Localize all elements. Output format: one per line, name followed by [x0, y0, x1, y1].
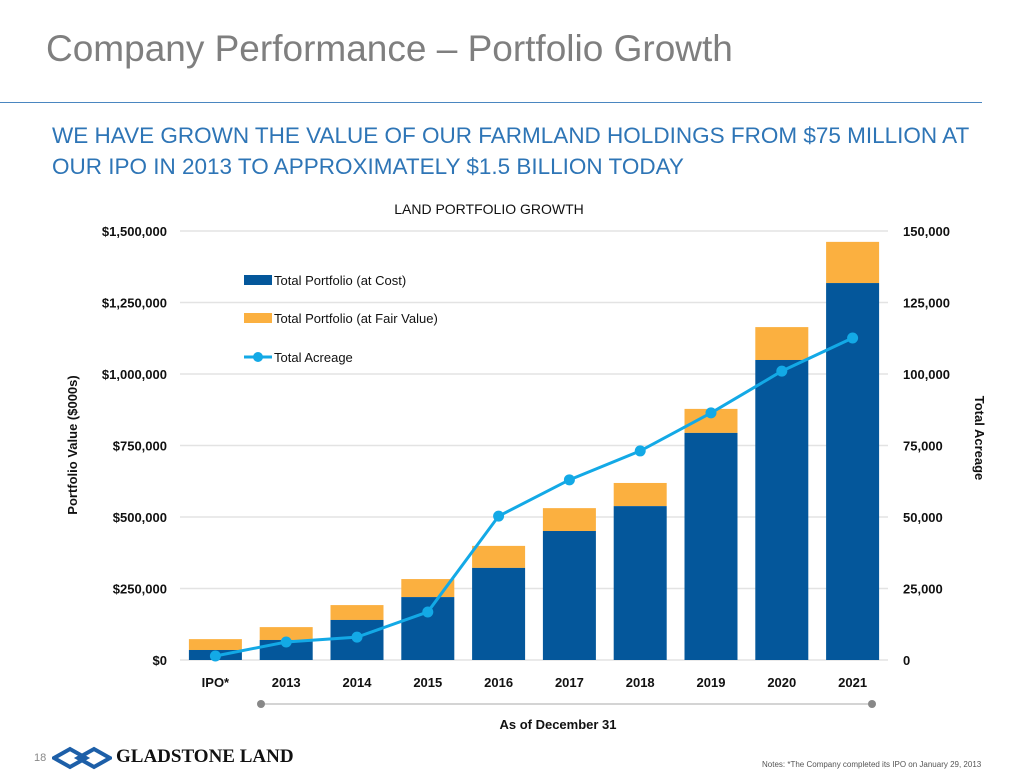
bar-fair-value: [613, 482, 667, 507]
bar-fair-value: [542, 508, 596, 532]
acreage-point: [280, 636, 292, 648]
y-tick-label: $0: [153, 653, 167, 668]
x-tick-label: 2017: [555, 675, 584, 690]
x-tick-label: 2021: [838, 675, 867, 690]
acreage-point: [209, 650, 221, 662]
y-tick-label: $250,000: [113, 582, 167, 597]
acreage-line: [215, 336, 854, 658]
y-tick-label: $1,250,000: [102, 296, 167, 311]
acreage-point: [493, 510, 505, 522]
bar-cost: [755, 359, 809, 660]
bar-fair-value: [330, 605, 384, 620]
acreage-point: [422, 606, 434, 618]
x-tick-label: 2020: [767, 675, 796, 690]
acreage-point: [847, 332, 859, 344]
y2-tick-label: 0: [903, 653, 910, 668]
bar-fair-value: [188, 639, 242, 650]
y-tick-label: $500,000: [113, 510, 167, 525]
y-axis-label: Portfolio Value ($000s): [65, 375, 80, 514]
y-tick-label: $1,000,000: [102, 367, 167, 382]
y2-tick-label: 50,000: [903, 510, 943, 525]
headline: WE HAVE GROWN THE VALUE OF OUR FARMLAND …: [52, 123, 969, 179]
bar-cost: [472, 567, 526, 660]
x-tick-label: IPO*: [202, 675, 230, 690]
bar-cost: [613, 506, 667, 660]
x-axis-label: As of December 31: [499, 717, 616, 732]
y2-tick-label: 25,000: [903, 582, 943, 597]
bar-cost: [684, 432, 738, 660]
bar-fair-value: [826, 241, 880, 284]
bar-fair-value: [755, 327, 809, 360]
x-tick-label: 2015: [413, 675, 442, 690]
legend-label-cost: Total Portfolio (at Cost): [274, 273, 406, 288]
legend-label-acreage: Total Acreage: [274, 350, 353, 365]
acreage-point: [351, 631, 363, 643]
logo-text: GLADSTONE LAND: [116, 746, 294, 767]
x-tick-label: 2016: [484, 675, 513, 690]
y2-axis-label: Total Acreage: [972, 396, 987, 481]
x-tick-label: 2019: [697, 675, 726, 690]
x-tick-label: 2013: [272, 675, 301, 690]
y-tick-label: $1,500,000: [102, 224, 167, 239]
bar-fair-value: [472, 545, 526, 568]
y2-tick-label: 150,000: [903, 224, 950, 239]
x-tick-label: 2014: [343, 675, 373, 690]
gladstone-logo-icon: [52, 746, 112, 770]
legend-marker-acreage: [253, 352, 263, 362]
legend-swatch-fair: [244, 313, 272, 323]
acreage-point: [634, 445, 646, 457]
y2-tick-label: 75,000: [903, 439, 943, 454]
page-number: 18: [34, 752, 47, 764]
page-title: Company Performance – Portfolio Growth: [46, 28, 733, 69]
acreage-point: [563, 474, 575, 486]
bracket-start-dot: [257, 700, 265, 708]
bar-cost: [542, 531, 596, 660]
legend-label-fair: Total Portfolio (at Fair Value): [274, 311, 438, 326]
x-tick-label: 2018: [626, 675, 655, 690]
bar-fair-value: [259, 627, 313, 640]
title-divider: [0, 102, 982, 103]
acreage-point: [705, 407, 717, 419]
chart-title: LAND PORTFOLIO GROWTH: [394, 201, 584, 217]
footnote: Notes: *The Company completed its IPO on…: [762, 760, 982, 769]
y2-tick-label: 100,000: [903, 367, 950, 382]
y2-tick-label: 125,000: [903, 296, 950, 311]
acreage-point: [776, 365, 788, 377]
bracket-end-dot: [868, 700, 876, 708]
legend-swatch-cost: [244, 275, 272, 285]
legend: Total Portfolio (at Cost) Total Portfoli…: [244, 273, 438, 365]
y-tick-label: $750,000: [113, 439, 167, 454]
